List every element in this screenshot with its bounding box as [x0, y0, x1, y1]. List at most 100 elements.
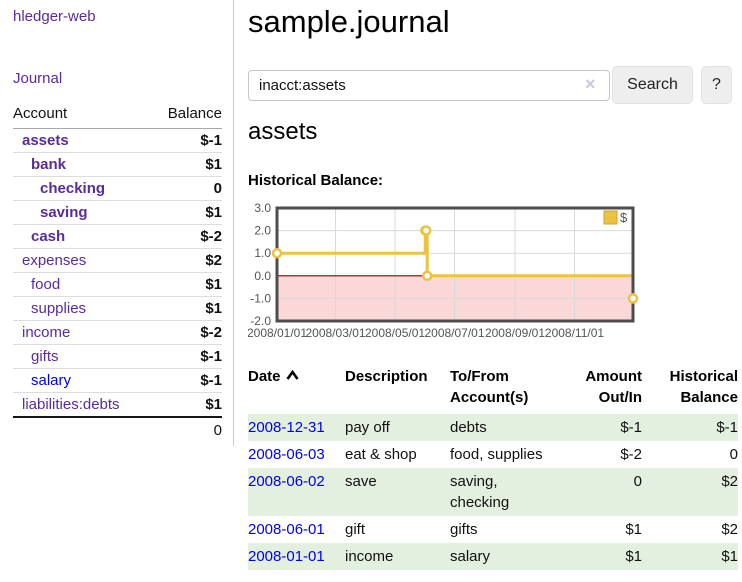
- account-name-cell: salary: [13, 369, 152, 393]
- account-column-header: Account: [13, 102, 152, 129]
- description-cell: income: [345, 548, 394, 565]
- account-balance: $-1: [200, 132, 222, 149]
- table-row: 2008-12-31 pay off debts $-1 $-1: [248, 414, 738, 441]
- account-link[interactable]: cash: [31, 228, 66, 245]
- y-tick-label: 3.0: [254, 201, 271, 215]
- account-link[interactable]: saving: [40, 204, 88, 221]
- account-link[interactable]: supplies: [31, 300, 87, 317]
- account-balance: $1: [205, 204, 222, 221]
- account-row: saving $1: [13, 201, 222, 225]
- account-row: income $-2: [13, 321, 222, 345]
- amount-cell: 0: [633, 473, 642, 490]
- data-point-marker: [421, 270, 433, 282]
- account-name-cell: bank: [13, 153, 152, 177]
- description-cell: gift: [345, 521, 366, 538]
- tofrom-column-header: To/From Account(s): [450, 364, 562, 414]
- register-table: Date Description To/From Account(s) Amou…: [248, 364, 738, 570]
- description-cell: eat & shop: [345, 446, 417, 463]
- account-row: cash $-2: [13, 225, 222, 249]
- transaction-date-link[interactable]: 2008-01-01: [248, 548, 325, 565]
- tofrom-accounts-cell: salary: [450, 548, 491, 565]
- legend-swatch: [603, 210, 618, 225]
- search-input[interactable]: [248, 70, 610, 101]
- historical-balance-cell: $2: [721, 521, 738, 538]
- account-link[interactable]: bank: [31, 156, 67, 173]
- page-title: sample.journal: [248, 4, 450, 39]
- hist-header-line1: Historical: [669, 368, 738, 385]
- date-column-header[interactable]: Date: [248, 364, 345, 414]
- table-row: 2008-06-02 save saving, checking 0 $2: [248, 468, 738, 516]
- account-row: checking 0: [13, 177, 222, 201]
- transaction-date-link[interactable]: 2008-06-02: [248, 473, 325, 490]
- sidebar: hledger-web Journal Account Balance asse…: [0, 0, 234, 446]
- account-name-cell: cash: [13, 225, 152, 249]
- account-link[interactable]: income: [22, 324, 71, 341]
- help-button[interactable]: ?: [701, 66, 732, 104]
- amount-cell: $-2: [620, 446, 642, 463]
- account-balance: $1: [205, 276, 222, 293]
- register-header-row: Date Description To/From Account(s) Amou…: [248, 364, 738, 414]
- description-column-header: Description: [345, 368, 428, 385]
- table-row: 2008-06-01 gift gifts $1 $2: [248, 516, 738, 543]
- date-cell: 2008-06-03: [248, 441, 345, 468]
- account-balance: $2: [205, 252, 222, 269]
- amount-cell: $1: [625, 548, 642, 565]
- search-button[interactable]: Search: [612, 66, 693, 104]
- sidebar-item-journal[interactable]: Journal: [13, 70, 63, 87]
- transaction-date-link[interactable]: 2008-12-31: [248, 419, 325, 436]
- historical-balance-cell: $-1: [716, 419, 738, 436]
- account-name-cell: supplies: [13, 297, 152, 321]
- account-tree-table: Account Balance assets $-1 bank $1 checking 0…: [13, 102, 222, 443]
- amount-header-line2: Out/In: [598, 389, 642, 406]
- historical-balance-cell: $2: [721, 473, 738, 490]
- account-name-cell: gifts: [13, 345, 152, 369]
- y-tick-label: 2.0: [254, 224, 271, 238]
- account-link[interactable]: salary: [31, 372, 72, 389]
- account-name-cell: saving: [13, 201, 152, 225]
- date-cell: 2008-06-01: [248, 516, 345, 543]
- description-cell: pay off: [345, 419, 390, 436]
- amount-cell: $1: [625, 521, 642, 538]
- tofrom-accounts-cell: food, supplies: [450, 446, 543, 463]
- table-row: 2008-06-03 eat & shop food, supplies $-2 0: [248, 441, 738, 468]
- account-link[interactable]: assets: [22, 132, 69, 149]
- y-tick-label: -2.0: [250, 314, 271, 328]
- balance-column-header: Balance: [151, 102, 222, 129]
- date-cell: 2008-12-31: [248, 414, 345, 441]
- clear-search-icon[interactable]: ×: [585, 74, 596, 94]
- account-row: salary $-1: [13, 369, 222, 393]
- account-link[interactable]: checking: [40, 180, 106, 197]
- account-row: liabilities:debts $1: [13, 393, 222, 418]
- x-tick-label: 2008/07/01: [424, 326, 484, 340]
- account-name-cell: liabilities:debts: [13, 393, 152, 418]
- account-link[interactable]: liabilities:debts: [22, 396, 120, 413]
- account-row: bank $1: [13, 153, 222, 177]
- account-balance: $-1: [200, 348, 222, 365]
- table-row: 2008-01-01 income salary $1 $1: [248, 543, 738, 570]
- amount-cell: $-1: [620, 419, 642, 436]
- register-account-heading: assets: [248, 118, 318, 145]
- account-link[interactable]: food: [31, 276, 61, 293]
- date-cell: 2008-01-01: [248, 543, 345, 570]
- transaction-date-link[interactable]: 2008-06-01: [248, 521, 325, 538]
- account-total-row: 0: [13, 417, 222, 443]
- chart-title: Historical Balance:: [248, 172, 384, 189]
- date-cell: 2008-06-02: [248, 468, 345, 516]
- tofrom-accounts-cell: saving, checking: [450, 473, 510, 511]
- account-link[interactable]: gifts: [31, 348, 59, 365]
- sort-ascending-icon: [285, 369, 299, 380]
- account-name-cell: food: [13, 273, 152, 297]
- y-tick-label: 1.0: [254, 246, 271, 260]
- tofrom-header-line1: To/From: [450, 368, 509, 385]
- x-tick-label: 2008/11/01: [545, 326, 604, 340]
- historical-balance-column-header: Historical Balance: [642, 364, 738, 414]
- app-brand-link[interactable]: hledger-web: [13, 8, 96, 25]
- account-balance: $1: [205, 156, 222, 173]
- account-link[interactable]: expenses: [22, 252, 87, 269]
- spacer-cell: [13, 417, 152, 443]
- account-name-cell: expenses: [13, 249, 152, 273]
- account-balance: $-2: [200, 324, 222, 341]
- main-content: sample.journal × Search ? assets Histori…: [248, 0, 742, 582]
- account-balance: $-1: [200, 372, 222, 389]
- transaction-date-link[interactable]: 2008-06-03: [248, 446, 325, 463]
